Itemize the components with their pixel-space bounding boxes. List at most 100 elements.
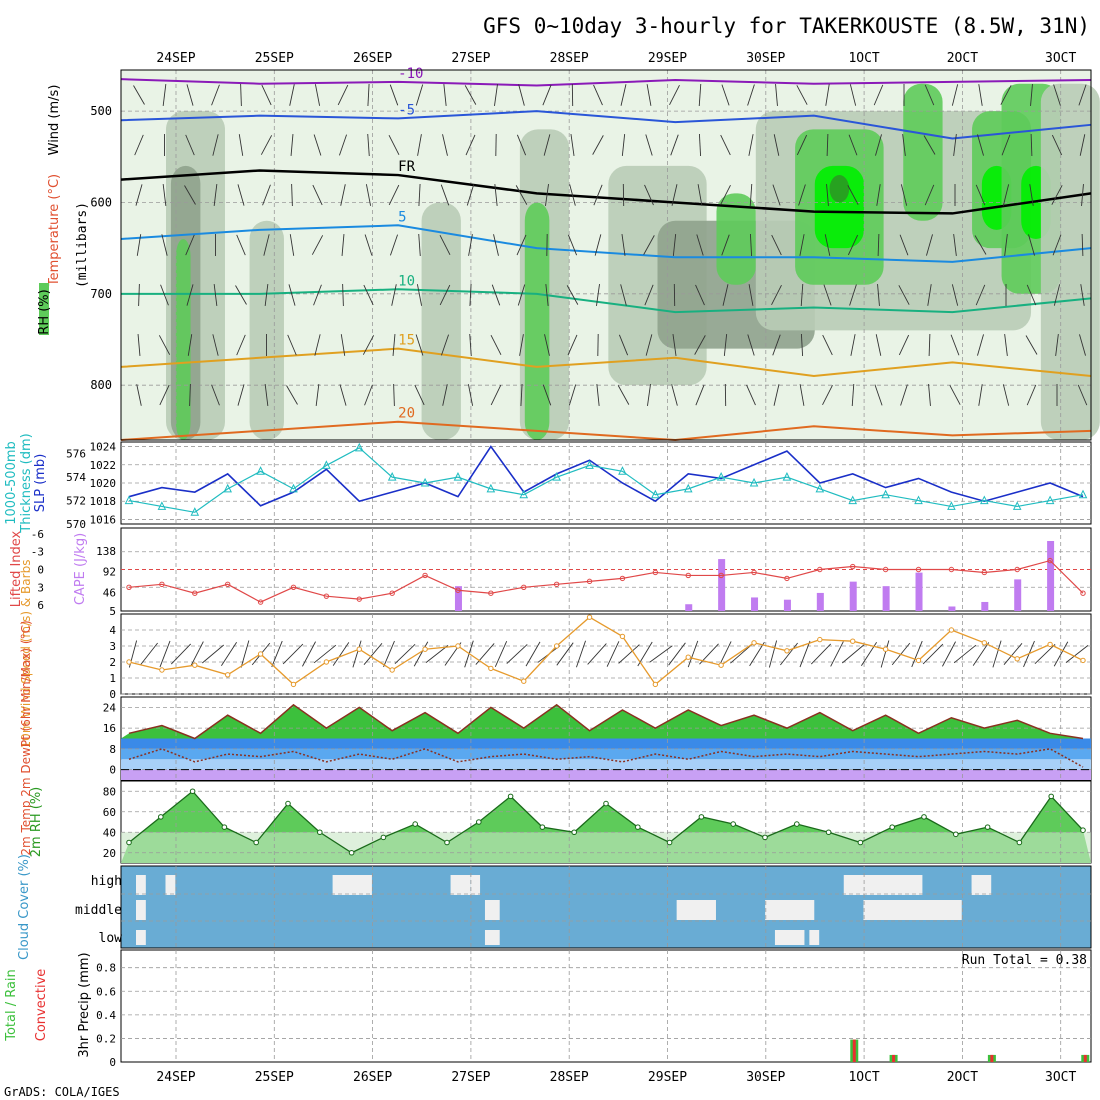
- upper-wind-barb: [620, 284, 627, 306]
- isotherm-lines: -10 -5 FR 5 10 15 20: [120, 66, 1092, 442]
- upper-wind-barb: [746, 384, 756, 406]
- upper-wind-barb: [388, 184, 400, 206]
- isotherm-line: [120, 169, 1092, 215]
- upper-wind-barb: [338, 134, 348, 156]
- upper-wind-barb: [545, 184, 549, 206]
- cloud-block: [450, 875, 471, 895]
- cloud-block: [774, 930, 805, 945]
- slp-tick: 1020: [90, 477, 117, 490]
- date-label-bottom: 28SEP: [550, 1070, 589, 1085]
- date-label-top: 30SEP: [746, 51, 785, 66]
- surface-wind-barb: [332, 642, 350, 666]
- wind-tick: 2: [109, 656, 116, 669]
- rh-shade: [829, 175, 850, 203]
- rh-point: [571, 829, 578, 836]
- precip-axis-label: 3hr Precip (mm): [77, 952, 92, 1057]
- upper-wind-barb: [340, 334, 346, 356]
- rh-shade: [421, 202, 461, 440]
- upper-wind-barb: [825, 84, 830, 106]
- li-point: [192, 590, 198, 596]
- upper-wind-barb: [289, 234, 295, 256]
- wind-point: [586, 614, 593, 620]
- upper-wind-barb: [185, 234, 195, 256]
- rh-point: [253, 839, 260, 846]
- isotherm-label: 20: [398, 406, 415, 422]
- upper-ylabels: Wind (m/s) Temperature (°C) (millibars) …: [37, 85, 90, 335]
- rh-point: [444, 839, 450, 846]
- cape-bar: [948, 606, 956, 611]
- isotherm-line: [120, 78, 1092, 87]
- upper-wind-barb: [566, 285, 579, 305]
- upper-wind-barb: [570, 134, 575, 156]
- li-point: [257, 599, 264, 605]
- upper-wind-barb: [418, 233, 421, 257]
- wind-point: [290, 681, 297, 688]
- wind-point: [850, 638, 856, 644]
- thickness-point: [881, 489, 890, 499]
- surface-wind-barb: [587, 643, 607, 665]
- li-point: [389, 590, 395, 596]
- rh-tick: 80: [103, 785, 116, 798]
- lifted-index-line: [126, 557, 1086, 605]
- upper-wind-barb: [799, 234, 805, 256]
- rh-point: [603, 800, 609, 807]
- upper-wind-barb: [364, 234, 373, 256]
- upper-wind-barb: [977, 334, 984, 356]
- upper-wind-barb: [672, 234, 677, 256]
- upper-wind-barb: [977, 134, 984, 156]
- cloud-block: [136, 875, 146, 895]
- thickness-point: [683, 483, 693, 493]
- rh-shade: [249, 220, 284, 440]
- rh-point: [412, 821, 419, 827]
- upper-wind-barb: [696, 234, 704, 256]
- surface-wind-barb: [425, 645, 449, 663]
- thickness-point: [947, 501, 956, 510]
- thickness-axis-label-top: 1000-500mb: [4, 441, 19, 525]
- thickness-line: [128, 447, 1084, 513]
- cape-axis-label: CAPE (J/kg): [73, 533, 88, 605]
- temp-band: [121, 769, 1091, 780]
- upper-wind-barb: [439, 284, 451, 306]
- thickness-tick: 572: [66, 495, 86, 508]
- li-point: [817, 566, 823, 573]
- temp-axis-label: Temperature (°C): [47, 174, 62, 287]
- rh-point: [539, 824, 546, 830]
- date-axis-top: 24SEP 25SEP 26SEP 27SEP 28SEP 29SEP 30SEP 1OCT 2…: [156, 51, 1076, 66]
- upper-wind-barb: [898, 285, 910, 305]
- surface-wind-barb: [271, 640, 283, 668]
- li-tick: 3: [37, 581, 44, 594]
- temp-band: [121, 738, 1091, 749]
- upper-wind-barb: [798, 184, 806, 206]
- upper-wind-barb: [440, 334, 450, 356]
- upper-wind-barb: [847, 234, 859, 256]
- li-point: [1080, 590, 1086, 596]
- cloud-block: [136, 930, 146, 945]
- upper-wind-barb: [185, 134, 195, 156]
- upper-wind-barb: [211, 84, 220, 106]
- upper-wind-barb: [974, 235, 987, 255]
- upper-wind-barb: [238, 134, 244, 156]
- upper-wind-barb: [1055, 334, 1059, 356]
- surface-wind-barb: [556, 642, 574, 666]
- li-point: [1047, 557, 1053, 564]
- rh-point: [857, 839, 864, 846]
- upper-wind-barb: [928, 384, 931, 406]
- upper-wind-barb: [237, 184, 245, 206]
- slp-tick-labels: 1016 1018 1020 1022 1024 570 572 574 576: [66, 441, 116, 531]
- upper-wind-barb: [388, 134, 400, 156]
- cape-bar: [1047, 541, 1055, 611]
- upper-wind-barb: [313, 284, 322, 306]
- upper-wind-barb: [669, 84, 680, 106]
- upper-wind-barb: [1079, 334, 1086, 356]
- temp-band: [121, 759, 1091, 770]
- surface-wind-barb: [201, 644, 225, 664]
- cloud-blocks: [136, 875, 992, 945]
- date-label-top: 29SEP: [648, 51, 687, 66]
- surface-wind-barb: [953, 644, 977, 664]
- upper-wind-barb: [286, 385, 298, 405]
- cloud-block: [165, 875, 176, 895]
- rh-point: [380, 834, 387, 841]
- upper-wind-barb: [1026, 284, 1037, 306]
- rh-shade: [716, 193, 756, 285]
- cape-bar: [915, 572, 923, 611]
